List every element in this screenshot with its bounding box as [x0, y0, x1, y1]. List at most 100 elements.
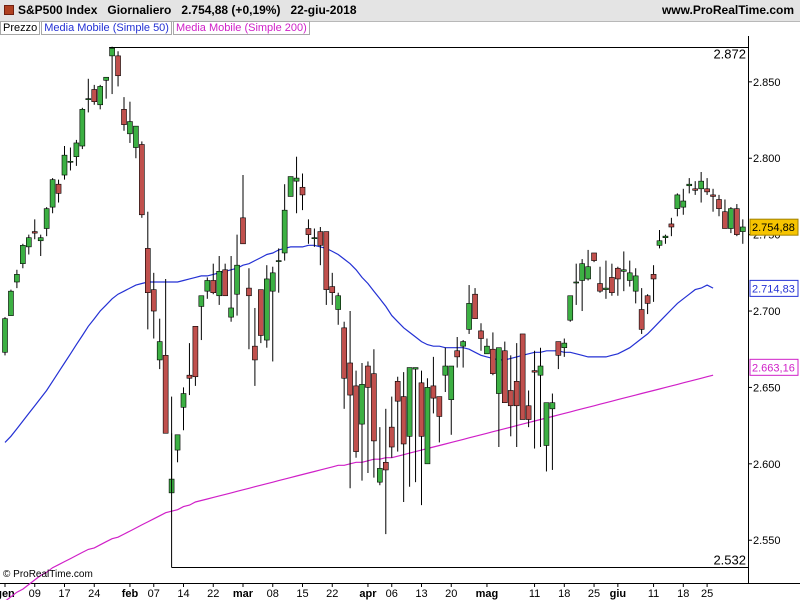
x-tick-label: 15 [296, 588, 308, 600]
candle-body [73, 142, 80, 158]
candle-body [133, 125, 139, 148]
candle-body [722, 211, 728, 229]
ma200-tag-box [749, 358, 799, 376]
candle-body [424, 387, 431, 465]
candle-body [412, 367, 419, 370]
candle-body [353, 385, 359, 452]
candle-body [317, 231, 324, 246]
x-tick-label: mar [233, 588, 254, 600]
candle-body [31, 231, 38, 234]
candle-body [406, 367, 413, 437]
candle-body [603, 287, 609, 290]
candle-body [246, 287, 252, 297]
legend-ma200[interactable]: Media Mobile (Simple 200) [172, 21, 310, 35]
candle-body [299, 186, 306, 196]
candle-body [430, 385, 437, 399]
candle-body [305, 228, 312, 235]
candle-body [150, 289, 157, 312]
candle-body [555, 341, 562, 356]
candle-body [43, 208, 50, 229]
candle-body [293, 177, 300, 182]
candle-body [543, 402, 550, 446]
x-tick-label: 25 [588, 588, 600, 600]
candle-body [127, 121, 133, 135]
candle-body [269, 272, 276, 292]
candle-body [668, 223, 675, 228]
chart-title: S&P500 Index Giornaliero 2.754,88 (+0,19… [18, 3, 357, 17]
candle-body [186, 374, 193, 379]
candle-body [97, 86, 103, 106]
candle-body [680, 200, 687, 208]
candle-body [263, 278, 270, 341]
legend-ma50[interactable]: Media Mobile (Simple 50) [41, 21, 172, 35]
x-tick-label: 18 [558, 588, 570, 600]
candle-body [579, 263, 585, 281]
candle-body [341, 327, 347, 379]
x-tick-label: 13 [415, 588, 427, 600]
candle-body [228, 307, 234, 318]
candle-body [591, 252, 597, 261]
candle-body [222, 269, 228, 297]
candle-body [329, 286, 336, 293]
x-tick-label: 22 [326, 588, 338, 600]
candle-body [704, 188, 710, 193]
candle-body [496, 347, 502, 394]
candle-body [734, 208, 740, 235]
candle-body [710, 194, 716, 197]
x-tick-label: giu [610, 588, 627, 600]
x-tick-label: mag [476, 588, 499, 600]
x-tick-label: feb [122, 588, 139, 600]
candle-body [2, 318, 8, 353]
candle-body [615, 267, 621, 280]
candle-body [525, 405, 532, 420]
candle-body [484, 345, 490, 355]
candle-body [501, 350, 508, 404]
y-tick-label: 2.550 [753, 535, 781, 547]
candle-body [382, 461, 389, 471]
candle-body [388, 426, 395, 448]
candle-body [442, 365, 449, 376]
y-tick-label: 2.800 [753, 153, 781, 165]
candle-body [644, 295, 651, 304]
last-price-tag-box [749, 218, 799, 236]
candle-body [620, 269, 627, 272]
candle-body [466, 303, 472, 330]
candle-body [418, 382, 425, 437]
candle-body [210, 280, 217, 293]
candle-body [507, 390, 514, 407]
candle-body [323, 231, 330, 290]
x-tick-label: 09 [29, 588, 41, 600]
candles-group [2, 46, 746, 535]
x-tick-label: gen [0, 588, 15, 600]
candle-body [692, 188, 699, 191]
candle-body [311, 237, 318, 239]
x-tick-label: 11 [529, 588, 540, 600]
candle-body [37, 237, 44, 242]
candle-body [109, 47, 115, 57]
candle-body [400, 396, 407, 445]
y-tick-label: 2.850 [753, 77, 781, 89]
candle-body [198, 295, 205, 307]
candle-body [585, 266, 591, 280]
indicator-legend: Prezzo Media Mobile (Simple 50) Media Mo… [0, 21, 311, 35]
brand-link[interactable]: www.ProRealTime.com [661, 3, 794, 17]
candle-body [252, 345, 258, 361]
price-tags: 2.754,88 2.714,83 2.663,16 [749, 218, 799, 376]
y-tick-label: 2.600 [753, 459, 781, 471]
candle-body [287, 176, 294, 197]
candle-body [204, 280, 211, 292]
candle-body [531, 370, 538, 373]
candle-body [20, 245, 26, 264]
extreme-markers: 2.872 2.532 [109, 47, 748, 568]
title-bar: S&P500 Index Giornaliero 2.754,88 (+0,19… [0, 0, 800, 22]
candle-body [394, 381, 401, 402]
candle-body [281, 209, 288, 254]
candle-body [597, 283, 603, 292]
x-tick-label: 24 [88, 588, 100, 600]
legend-price[interactable]: Prezzo [0, 21, 41, 35]
candle-body [650, 274, 657, 280]
x-tick-label: apr [359, 588, 377, 600]
x-tick-label: 18 [677, 588, 689, 600]
